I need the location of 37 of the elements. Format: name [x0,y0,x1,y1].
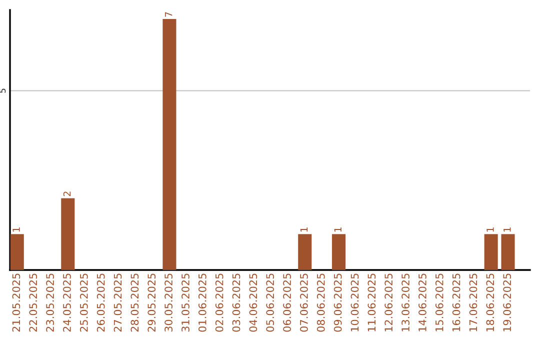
x-tick-label: 25.05.2025 [80,274,88,332]
x-tick-label: 19.06.2025 [503,274,512,332]
x-tick-label: 08.06.2025 [316,274,325,332]
x-tick-label: 11.06.2025 [368,274,376,332]
x-tick-label: 03.06.2025 [232,274,240,332]
x-tick-label: 14.06.2025 [418,274,426,332]
x-tick-label: 18.06.2025 [486,274,494,332]
x-tick-label: 27.05.2025 [114,274,122,332]
data-label: 1 [486,227,494,232]
x-tick-label: 10.06.2025 [350,274,359,332]
x-tick-label: 28.05.2025 [130,274,139,332]
data-label: 1 [12,227,20,232]
x-tick-label: 26.05.2025 [96,274,105,332]
x-tick-label: 31.05.2025 [182,274,190,332]
x-tick-label: 13.06.2025 [402,274,410,332]
x-tick-label: 29.05.2025 [148,274,156,332]
x-tick-label: 06.06.2025 [283,274,291,332]
x-tick-label: 24.05.2025 [63,274,71,332]
x-tick-label: 22.05.2025 [29,274,38,332]
x-tick-label: 07.06.2025 [300,274,308,332]
x-tick-label: 30.05.2025 [164,274,172,332]
x-tick-label: 21.05.2025 [12,274,20,332]
x-tick-label: 23.05.2025 [46,274,54,332]
x-tick-label: 02.06.2025 [215,274,224,332]
x-tick-label: 01.06.2025 [198,274,206,332]
x-tick-label: 12.06.2025 [384,274,393,332]
data-label: 1 [334,227,342,232]
data-label: 7 [165,12,172,17]
x-tick-label: 17.06.2025 [469,274,478,332]
x-tick-label: 05.06.2025 [266,274,274,332]
x-tick-label: 15.06.2025 [435,274,444,332]
data-label: 1 [300,227,308,232]
x-tick-label: 09.06.2025 [334,274,342,332]
x-tick-label: 04.06.2025 [249,274,258,332]
data-label: 1 [504,227,511,232]
data-label: 2 [63,192,71,196]
x-tick-label: 16.06.2025 [452,274,460,332]
